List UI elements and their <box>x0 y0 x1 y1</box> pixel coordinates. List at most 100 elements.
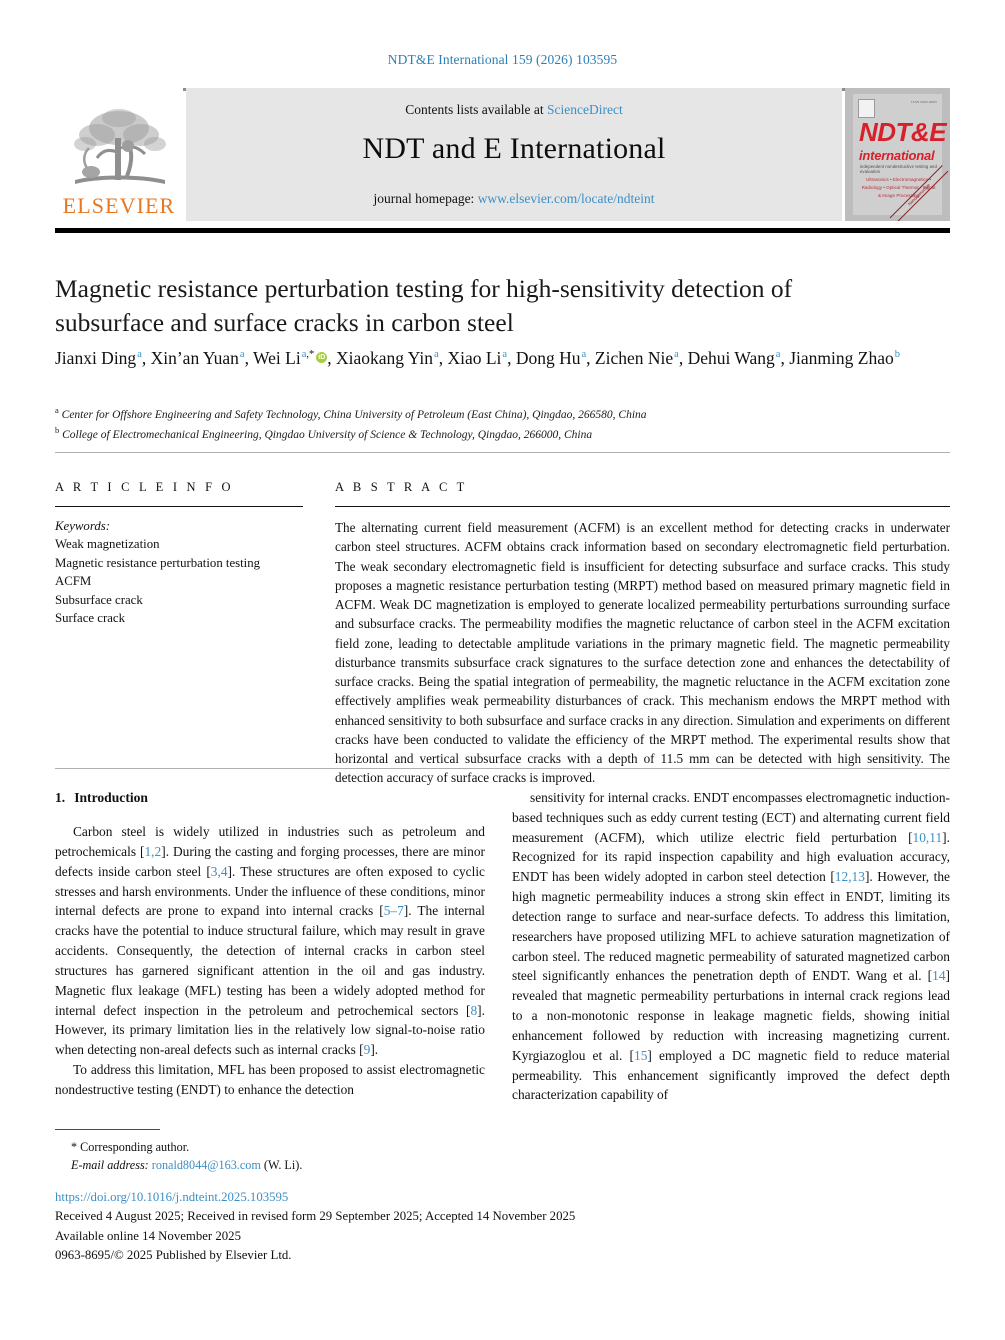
introduction-left-body: Carbon steel is widely utilized in indus… <box>55 822 485 1100</box>
body-paragraph: sensitivity for internal cracks. ENDT en… <box>512 790 950 1103</box>
journal-homepage-line: journal homepage: www.elsevier.com/locat… <box>186 191 842 207</box>
body-column-left: 1. Introduction Carbon steel is widely ut… <box>55 788 485 1100</box>
elsevier-wordmark: ELSEVIER <box>62 193 176 218</box>
author-entry: Wei Lia,* <box>253 348 328 368</box>
abstract-rule <box>335 506 950 507</box>
cover-issn-note: ISSN 0963-8695 <box>911 100 937 104</box>
contents-available-line: Contents lists available at ScienceDirec… <box>186 102 842 118</box>
article-info-rule <box>55 506 303 507</box>
citation-link[interactable]: 15 <box>634 1047 648 1063</box>
journal-masthead: ELSEVIER Contents lists available at Sci… <box>55 88 950 221</box>
corresponding-author-note: * Corresponding author. <box>71 1140 190 1154</box>
elsevier-logo: ELSEVIER <box>55 88 183 221</box>
body-column-right: sensitivity for internal cracks. ENDT en… <box>512 788 950 1105</box>
keywords-list: Weak magnetization Magnetic resistance pe… <box>55 535 303 628</box>
abstract-text: The alternating current field measuremen… <box>335 520 950 786</box>
author-name: Xiaokang Yin <box>336 348 434 368</box>
author-name: Dehui Wang <box>687 348 775 368</box>
affiliation-mark: b <box>55 425 60 436</box>
article-title: Magnetic resistance perturbation testing… <box>55 274 793 338</box>
affiliation-mark: a <box>55 405 59 415</box>
author-entry: Xiaokang Yina <box>336 348 439 368</box>
author-name: Zichen Nie <box>594 348 674 368</box>
keyword-item: Surface crack <box>55 611 125 626</box>
keyword-item: Subsurface crack <box>55 592 143 607</box>
keywords-label: Keywords: <box>55 519 110 533</box>
email-line: E-mail address: ronald8044@163.com (W. L… <box>55 1156 485 1174</box>
keyword-item: ACFM <box>55 574 92 589</box>
footnote-block: * Corresponding author. E-mail address: … <box>55 1138 485 1175</box>
author-affiliation-mark: a <box>502 349 508 361</box>
email-label: E-mail address: <box>71 1158 149 1173</box>
doi-link[interactable]: https://doi.org/10.1016/j.ndteint.2025.1… <box>55 1190 289 1204</box>
cover-title-main: NDT&E <box>859 117 947 147</box>
copyright-line: 0963-8695/© 2025 Published by Elsevier L… <box>55 1248 292 1263</box>
abstract-column: A B S T R A C T The alternating current … <box>335 480 950 788</box>
citation-link[interactable]: 1,2 <box>144 843 162 859</box>
rule-above-article-info <box>55 452 950 453</box>
author-entry: Dehui Wanga <box>688 348 781 368</box>
author-entry: Jianxi Dinga <box>55 348 142 368</box>
section-heading-introduction: 1. Introduction <box>55 788 485 808</box>
affiliation-entry: a Center for Offshore Engineering and Sa… <box>55 405 647 421</box>
introduction-right-body: sensitivity for internal cracks. ENDT en… <box>512 788 950 1105</box>
keyword-item: Weak magnetization <box>55 537 160 551</box>
cover-inner: ISSN 0963-8695 NDT&E international indep… <box>853 94 949 221</box>
author-name: Wei Li <box>253 348 301 368</box>
author-affiliation-mark: b <box>894 349 900 361</box>
keyword-item: Magnetic resistance perturbation testing <box>55 555 261 570</box>
section-number: 1. <box>55 790 66 805</box>
cover-topics: Ultrasonics • Electromagnetics • Radiolo… <box>861 177 936 198</box>
abstract-heading: A B S T R A C T <box>335 480 468 494</box>
author-affiliation-mark: a <box>581 349 587 361</box>
author-entry: Xiao Lia <box>447 348 507 368</box>
author-affiliation-mark: a <box>137 349 142 361</box>
journal-homepage-link[interactable]: www.elsevier.com/locate/ndteint <box>477 191 655 206</box>
orcid-icon[interactable] <box>316 352 328 363</box>
citation-link[interactable]: 10,11 <box>912 829 943 845</box>
author-entry: Xin’an Yuana <box>151 348 245 368</box>
citation-link[interactable]: 5–7 <box>383 903 404 919</box>
article-info-column: A R T I C L E I N F O Keywords: Weak mag… <box>55 480 303 628</box>
journal-title: NDT and E International <box>362 132 666 165</box>
sciencedirect-link[interactable]: ScienceDirect <box>547 102 623 117</box>
cover-elsevier-mark-icon <box>858 99 875 118</box>
homepage-prefix: journal homepage: <box>373 191 478 206</box>
author-entry: Dong Hua <box>516 348 586 368</box>
author-affiliation-mark: a <box>434 349 439 361</box>
author-name: Xin’an Yuan <box>150 348 239 368</box>
author-affiliation-mark: a <box>674 349 679 361</box>
running-head: NDT&E International 159 (2026) 103595 <box>387 52 618 67</box>
affiliation-entry: b College of Electromechanical Engineeri… <box>55 425 593 442</box>
email-suffix: (W. Li). <box>263 1158 303 1173</box>
author-affiliation-mark: a <box>239 349 245 361</box>
author-name: Jianming Zhao <box>789 348 894 368</box>
citation-link[interactable]: 9 <box>363 1042 371 1058</box>
rule-below-abstract <box>55 768 950 769</box>
elsevier-tree-icon <box>74 109 166 184</box>
cover-tagline: independent nondestructive testing and e… <box>860 164 937 174</box>
citation-link[interactable]: 3,4 <box>210 863 228 879</box>
body-paragraph: Carbon steel is widely utilized in indus… <box>55 824 486 1058</box>
author-entry: Zichen Niea <box>595 348 679 368</box>
citation-link[interactable]: 14 <box>932 968 946 984</box>
corresponding-author-mark: ,* <box>306 349 315 361</box>
journal-band: Contents lists available at ScienceDirec… <box>186 88 842 221</box>
author-list: Jianxi Dinga, Xin’an Yuana, Wei Lia,*, X… <box>55 345 945 372</box>
affiliation-list: a Center for Offshore Engineering and Sa… <box>55 404 945 445</box>
citation-link[interactable]: 8 <box>470 1002 478 1018</box>
cover-title-sub: international <box>859 148 935 163</box>
email-link[interactable]: ronald8044@163.com <box>151 1158 261 1173</box>
author-affiliation-mark: a <box>775 349 781 361</box>
masthead-bottom-rule <box>55 228 950 233</box>
author-name: Dong Hu <box>515 348 581 368</box>
article-info-heading: A R T I C L E I N F O <box>55 480 234 494</box>
section-title: Introduction <box>74 790 148 805</box>
author-affiliation-mark: a <box>301 349 307 361</box>
publication-info: https://doi.org/10.1016/j.ndteint.2025.1… <box>55 1188 755 1266</box>
contents-prefix: Contents lists available at <box>405 102 547 117</box>
citation-link[interactable]: 12,13 <box>834 869 865 885</box>
body-paragraph: To address this limitation, MFL has been… <box>55 1062 485 1097</box>
author-name: Xiao Li <box>447 348 502 368</box>
received-dates: Received 4 August 2025; Received in revi… <box>55 1209 576 1224</box>
